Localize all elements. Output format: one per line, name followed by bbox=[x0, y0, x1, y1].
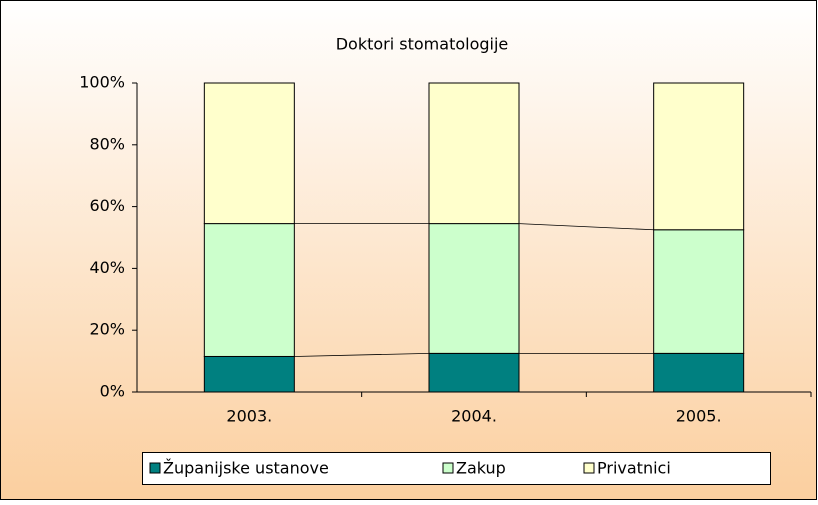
bar-segment bbox=[203, 223, 295, 357]
series-line bbox=[518, 223, 654, 231]
legend-box bbox=[142, 452, 771, 485]
chart-title: Doktori stomatologije bbox=[336, 35, 509, 54]
legend-label: Privatnici bbox=[597, 459, 671, 478]
bar-segment bbox=[428, 352, 520, 393]
y-tick-label: 60% bbox=[89, 196, 125, 215]
x-tick-label: 2005. bbox=[676, 407, 722, 426]
y-tick-label: 100% bbox=[79, 73, 125, 92]
y-tick-label: 0% bbox=[100, 382, 125, 401]
bar-segment bbox=[653, 352, 745, 393]
bar-segment bbox=[203, 82, 295, 225]
x-tick-label: 2003. bbox=[226, 407, 272, 426]
bar-segment bbox=[653, 82, 745, 231]
y-tick-label: 40% bbox=[89, 258, 125, 277]
legend-marker bbox=[583, 462, 595, 474]
legend-marker bbox=[149, 462, 161, 474]
legend-label: Županijske ustanove bbox=[163, 459, 329, 478]
series-line bbox=[294, 352, 430, 357]
x-tick-label: 2004. bbox=[451, 407, 497, 426]
bar-segment bbox=[203, 355, 295, 393]
y-tick-label: 80% bbox=[89, 134, 125, 153]
bar-segment bbox=[428, 223, 520, 354]
legend-marker bbox=[442, 462, 454, 474]
bar-segment bbox=[653, 229, 745, 354]
bar-segment bbox=[428, 82, 520, 225]
legend-label: Zakup bbox=[456, 459, 506, 478]
y-tick-label: 20% bbox=[89, 320, 125, 339]
